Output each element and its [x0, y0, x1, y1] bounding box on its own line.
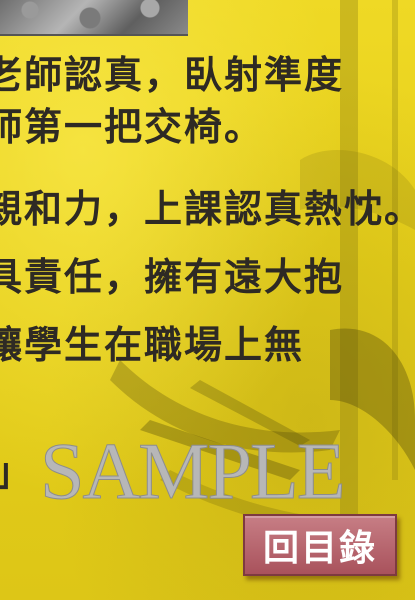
photo-fragment	[0, 0, 188, 36]
body-line: 老師認真，臥射準度	[0, 53, 345, 97]
text-fragment: 」	[0, 453, 32, 491]
body-line: 具責任，擁有遠大抱	[0, 255, 345, 299]
body-line: 師第一把交椅。	[0, 105, 265, 149]
body-line: 親和力，上課認真熱忱。	[0, 187, 415, 231]
sample-watermark: SAMPLE	[40, 428, 347, 516]
back-to-contents-button[interactable]: 回目錄	[243, 514, 397, 576]
body-line: 讓學生在職場上無	[0, 323, 305, 367]
